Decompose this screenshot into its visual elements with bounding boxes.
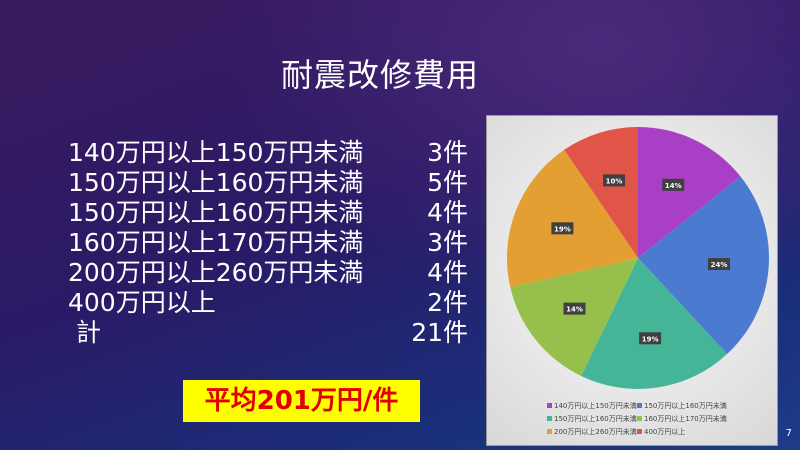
legend-label: 140万円以上150万円未満: [554, 401, 637, 410]
legend-label: 400万円以上: [644, 427, 686, 436]
data-label: 14%: [563, 302, 586, 315]
row-count: 3件: [427, 228, 468, 257]
legend-item: 150万円以上160万円未満: [547, 412, 637, 425]
pie-slice: [510, 258, 638, 377]
total-row: 計 21件: [68, 318, 468, 348]
legend-label: 160万円以上170万円未満: [644, 414, 727, 423]
row-count: 2件: [427, 288, 468, 317]
legend-swatch: [637, 416, 642, 421]
svg-text:10%: 10%: [606, 177, 623, 185]
average-highlight: 平均201万円/件: [183, 380, 420, 422]
pie-slice: [507, 149, 638, 288]
legend-swatch: [547, 416, 552, 421]
legend-label: 150万円以上160万円未満: [554, 414, 637, 423]
row-label: 400万円以上: [68, 288, 216, 317]
row-count: 4件: [427, 258, 468, 287]
svg-text:19%: 19%: [554, 225, 571, 233]
chart-legend: 140万円以上150万円未満 150万円以上160万円未満 150万円以上160万円…: [547, 399, 731, 438]
list-item: 150万円以上160万円未満 4件: [68, 198, 468, 228]
legend-item: 140万円以上150万円未満: [547, 399, 637, 412]
pie-slice: [564, 127, 638, 258]
svg-text:14%: 14%: [665, 182, 682, 190]
row-count: 4件: [427, 198, 468, 227]
row-count: 3件: [427, 138, 468, 167]
svg-text:24%: 24%: [711, 261, 728, 269]
row-label: 計: [68, 318, 101, 347]
legend-item: 160万円以上170万円未満: [637, 412, 727, 425]
page-number: 7: [785, 428, 792, 439]
pie-slice: [581, 258, 728, 389]
pie-svg: 14% 24% 19% 14% 19% 10%: [507, 127, 769, 389]
legend-swatch: [547, 429, 552, 434]
legend-item: 200万円以上260万円未満: [547, 425, 637, 438]
data-label: 24%: [707, 258, 730, 271]
row-label: 140万円以上150万円未満: [68, 138, 364, 167]
pie-slice: [638, 127, 741, 258]
legend-item: 150万円以上160万円未満: [637, 399, 727, 412]
legend-label: 150万円以上160万円未満: [644, 401, 727, 410]
legend-swatch: [637, 429, 642, 434]
pie-slice: [638, 176, 769, 355]
row-label: 200万円以上260万円未満: [68, 258, 364, 287]
legend-item: 400万円以上: [637, 425, 727, 438]
legend-label: 200万円以上260万円未満: [554, 427, 637, 436]
data-label: 19%: [551, 222, 574, 235]
legend-swatch: [637, 403, 642, 408]
data-label: 10%: [603, 174, 626, 187]
row-count: 21件: [411, 318, 468, 347]
cost-list: 140万円以上150万円未満 3件 150万円以上160万円未満 5件 150万円以…: [68, 138, 468, 348]
svg-text:19%: 19%: [642, 335, 659, 343]
list-item: 160万円以上170万円未満 3件: [68, 228, 468, 258]
list-item: 400万円以上 2件: [68, 288, 468, 318]
row-label: 150万円以上160万円未満: [68, 168, 364, 197]
pie-chart: 14% 24% 19% 14% 19% 10% 140万円以上150万円未満 150万円以上…: [486, 115, 778, 446]
data-label: 14%: [662, 178, 685, 191]
list-item: 140万円以上150万円未満 3件: [68, 138, 468, 168]
row-count: 5件: [427, 168, 468, 197]
row-label: 150万円以上160万円未満: [68, 198, 364, 227]
list-item: 200万円以上260万円未満 4件: [68, 258, 468, 288]
slide-title: 耐震改修費用: [280, 56, 479, 94]
list-item: 150万円以上160万円未満 5件: [68, 168, 468, 198]
data-label: 19%: [639, 332, 662, 345]
svg-text:14%: 14%: [566, 306, 583, 314]
legend-swatch: [547, 403, 552, 408]
row-label: 160万円以上170万円未満: [68, 228, 364, 257]
